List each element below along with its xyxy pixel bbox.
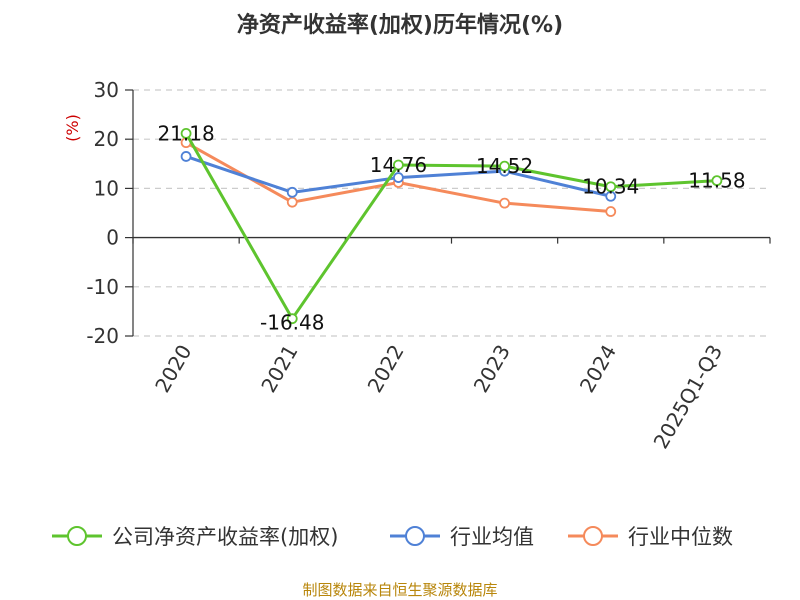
legend-item[interactable]: 行业中位数	[568, 525, 733, 549]
x-tick-label: 2024	[575, 341, 621, 397]
y-tick-label: 20	[94, 127, 119, 151]
legend-label: 公司净资产收益率(加权)	[112, 525, 338, 549]
data-point	[286, 313, 298, 325]
data-label: 14.52	[476, 154, 533, 178]
grid-layer	[133, 89, 770, 337]
x-tick-label: 2021	[256, 341, 302, 397]
data-label-layer: 21.18 -16.48 14.76 14.52 10.34 11.58	[157, 121, 745, 334]
x-tick-label: 2025Q1-Q3	[649, 341, 728, 453]
y-tick-label: 0	[106, 226, 119, 250]
legend-item[interactable]: 行业均值	[390, 525, 534, 549]
data-label: 14.76	[370, 153, 427, 177]
data-source: 制图数据来自恒生聚源数据库	[302, 581, 497, 599]
series-line	[184, 132, 718, 321]
y-tick-label: 10	[94, 176, 119, 200]
data-label: 11.58	[688, 169, 745, 193]
data-point	[393, 172, 404, 183]
x-tick-label: 2023	[469, 341, 515, 397]
x-tick-label: 2022	[363, 341, 409, 397]
y-tick-label: -10	[86, 275, 119, 299]
data-point	[180, 127, 192, 139]
legend-label: 行业中位数	[628, 525, 733, 549]
legend-marker	[67, 526, 87, 546]
chart-title: 净资产收益率(加权)历年情况(%)	[237, 12, 563, 38]
data-label: -16.48	[260, 311, 324, 335]
data-point	[286, 196, 298, 208]
legend-marker	[583, 526, 603, 546]
y-tick-label: 30	[94, 78, 119, 102]
x-tick-label: 2020	[150, 341, 196, 397]
data-label: 10.34	[582, 175, 639, 199]
series-layer	[180, 127, 723, 325]
y-axis-label: (%)	[63, 114, 82, 142]
data-point	[393, 159, 404, 171]
data-label: 21.18	[157, 121, 214, 145]
legend-label: 行业均值	[450, 525, 534, 549]
data-point	[180, 151, 192, 162]
data-point	[499, 160, 510, 172]
data-point	[499, 197, 510, 209]
data-point	[605, 206, 617, 217]
y-tick-label: -20	[86, 324, 119, 348]
data-point	[605, 181, 617, 193]
legend-item[interactable]: 公司净资产收益率(加权)	[52, 525, 338, 549]
data-point	[286, 186, 298, 198]
legend-marker	[405, 526, 425, 546]
legend: 公司净资产收益率(加权) 行业均值 行业中位数	[52, 525, 733, 549]
data-point	[711, 175, 723, 187]
